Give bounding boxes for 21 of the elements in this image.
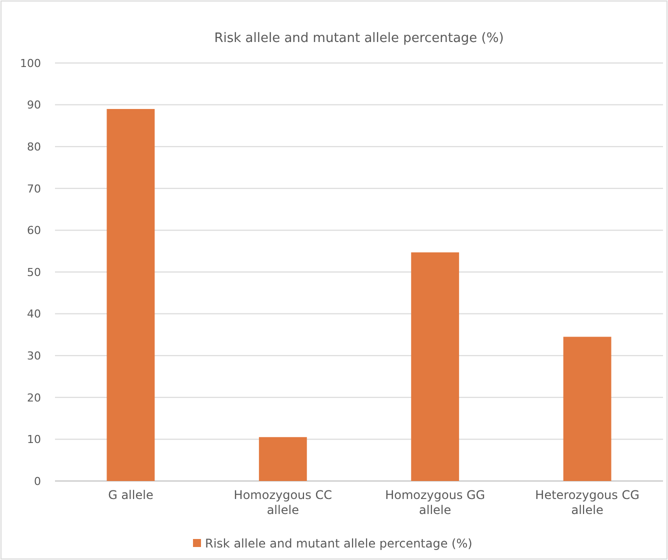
y-tick-label: 30 bbox=[27, 349, 41, 362]
y-tick-label: 50 bbox=[27, 266, 41, 279]
y-tick-label: 80 bbox=[27, 140, 41, 154]
bar bbox=[411, 252, 460, 481]
y-tick-label: 70 bbox=[27, 182, 41, 196]
chart-title: Risk allele and mutant allele percentage (%) bbox=[214, 31, 504, 46]
y-tick-label: 0 bbox=[34, 474, 41, 488]
bar bbox=[563, 336, 612, 481]
y-tick-label: 100 bbox=[20, 56, 41, 70]
x-tick-label: G allele bbox=[108, 488, 154, 502]
legend-label: Risk allele and mutant allele percentage (%) bbox=[205, 536, 472, 551]
y-tick-label: 40 bbox=[27, 308, 41, 321]
y-tick-label: 90 bbox=[27, 98, 41, 112]
y-tick-label: 60 bbox=[27, 224, 41, 238]
bar bbox=[106, 108, 155, 481]
bar bbox=[258, 437, 307, 481]
y-tick-label: 10 bbox=[27, 433, 41, 446]
x-tick-label: Heterozygous CG allele bbox=[535, 488, 640, 517]
y-tick-label: 20 bbox=[27, 391, 41, 404]
x-tick-label: Homozygous CC allele bbox=[234, 488, 332, 517]
x-tick-label: Homozygous GG allele bbox=[385, 488, 486, 517]
